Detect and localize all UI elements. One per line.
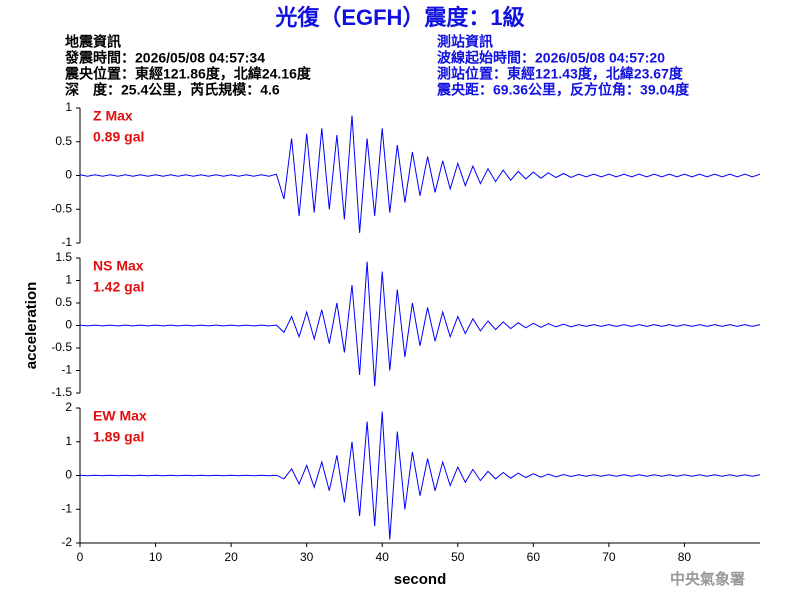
info-line: 波線起始時間：2026/05/08 04:57:20 bbox=[437, 50, 665, 66]
info-line: 震央距：69.36公里，反方位角：39.04度 bbox=[436, 82, 690, 98]
x-tick-label: 30 bbox=[300, 550, 314, 564]
y-tick-label: -1.5 bbox=[51, 385, 72, 399]
x-tick-label: 50 bbox=[451, 550, 465, 564]
x-tick-label: 80 bbox=[678, 550, 692, 564]
y-tick-label: 0 bbox=[65, 468, 72, 482]
info-line: 測站位置：東經121.43度，北緯23.67度 bbox=[437, 66, 684, 82]
y-tick-label: -1 bbox=[61, 235, 72, 249]
y-tick-label: -2 bbox=[61, 535, 72, 549]
y-tick-label: 2 bbox=[65, 400, 72, 414]
waveform bbox=[79, 115, 761, 233]
quake-info: 地震資訊 發震時間：2026/05/08 04:57:34 震央位置：東經121… bbox=[64, 34, 312, 98]
y-tick-label: 1 bbox=[65, 100, 72, 114]
y-tick-label: -0.5 bbox=[51, 201, 72, 215]
station-info: 測站資訊 波線起始時間：2026/05/08 04:57:20 測站位置：東經1… bbox=[436, 34, 690, 98]
x-tick-label: 0 bbox=[77, 550, 84, 564]
annotation: EW Max bbox=[93, 408, 147, 424]
y-tick-label: 0.5 bbox=[55, 134, 72, 148]
y-tick-label: 0 bbox=[65, 168, 72, 182]
y-tick-label: 0 bbox=[65, 318, 72, 332]
x-tick-label: 10 bbox=[149, 550, 163, 564]
annotation: Z Max bbox=[93, 108, 133, 124]
x-axis-label: second bbox=[394, 571, 447, 588]
x-tick-label: 40 bbox=[376, 550, 390, 564]
info-line: 發震時間：2026/05/08 04:57:34 bbox=[64, 50, 265, 66]
waveform bbox=[79, 411, 761, 540]
y-tick-label: -1 bbox=[61, 501, 72, 515]
title: 光復（EGFH）震度：1級 bbox=[274, 5, 524, 30]
info-line: 震央位置：東經121.86度，北緯24.16度 bbox=[64, 66, 312, 82]
annotation: 1.42 gal bbox=[93, 279, 144, 295]
annotation: 0.89 gal bbox=[93, 129, 144, 145]
x-tick-label: 70 bbox=[602, 550, 616, 564]
y-axis-label: acceleration bbox=[23, 282, 40, 370]
y-tick-label: 1 bbox=[65, 273, 72, 287]
y-tick-label: 0.5 bbox=[55, 295, 72, 309]
info-line: 深 度：25.4公里，芮氏規模：4.6 bbox=[65, 82, 280, 98]
y-tick-label: 1.5 bbox=[55, 250, 72, 264]
x-tick-label: 20 bbox=[224, 550, 238, 564]
annotation: NS Max bbox=[93, 258, 144, 274]
info-line: 地震資訊 bbox=[65, 34, 121, 50]
watermark: 中央氣象署 bbox=[670, 570, 745, 588]
x-tick-label: 60 bbox=[527, 550, 541, 564]
info-line: 測站資訊 bbox=[437, 34, 493, 50]
waveform bbox=[79, 261, 761, 387]
y-tick-label: -0.5 bbox=[51, 340, 72, 354]
y-tick-label: -1 bbox=[61, 363, 72, 377]
annotation: 1.89 gal bbox=[93, 429, 144, 445]
y-tick-label: 1 bbox=[65, 434, 72, 448]
